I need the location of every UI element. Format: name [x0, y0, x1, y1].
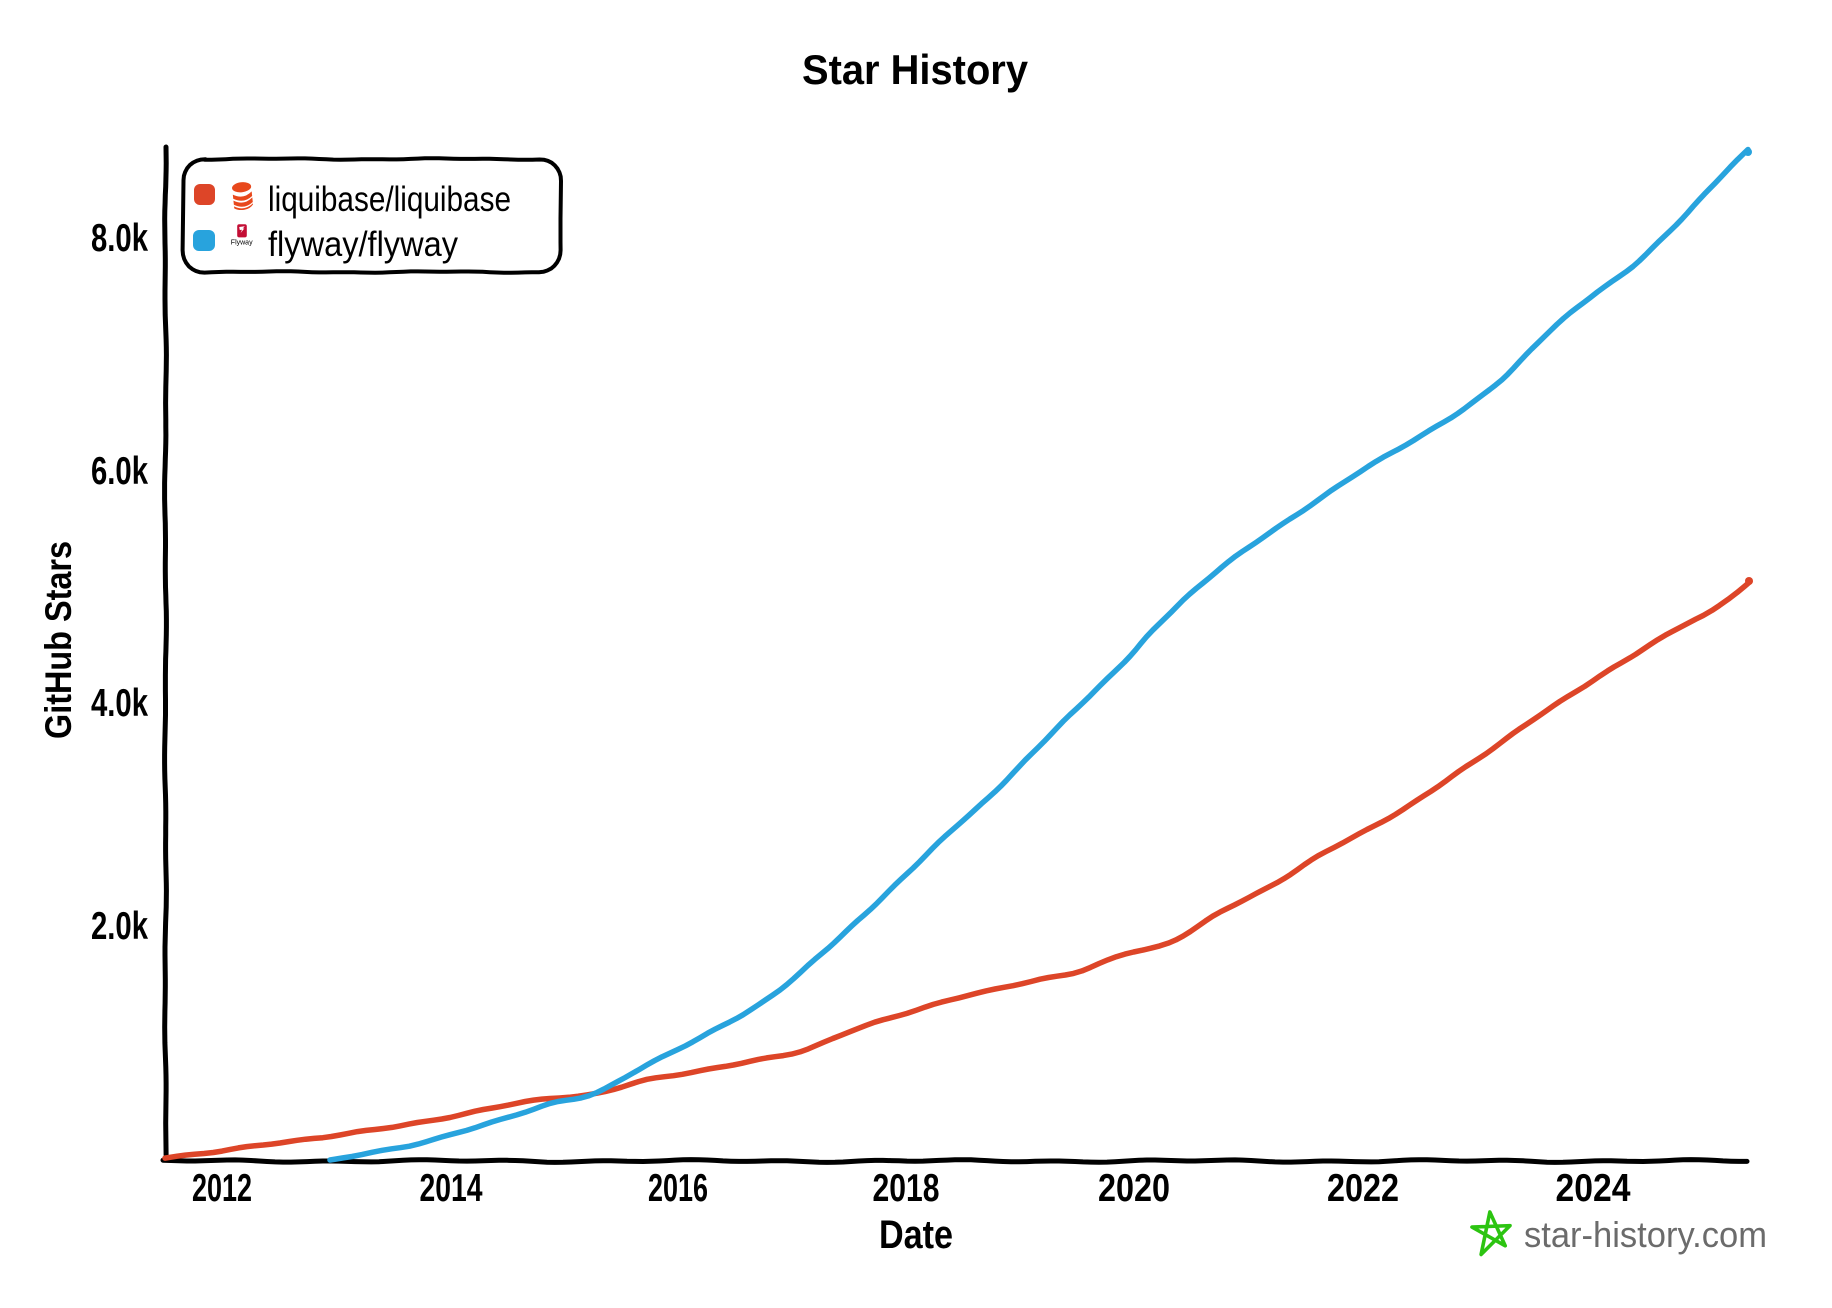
svg-text:star-history.com: star-history.com [1524, 1214, 1767, 1255]
svg-text:8.0k: 8.0k [91, 217, 148, 260]
svg-text:Flyway: Flyway [231, 240, 253, 247]
svg-text:2020: 2020 [1098, 1167, 1170, 1210]
svg-text:Date: Date [879, 1213, 953, 1257]
svg-text:GitHub Stars: GitHub Stars [38, 541, 79, 739]
svg-text:liquibase/liquibase: liquibase/liquibase [268, 180, 511, 219]
svg-text:2022: 2022 [1327, 1167, 1399, 1210]
svg-text:2016: 2016 [648, 1167, 708, 1210]
svg-text:2012: 2012 [192, 1167, 252, 1210]
svg-text:2024: 2024 [1556, 1167, 1631, 1210]
svg-text:Star History: Star History [802, 46, 1029, 93]
svg-text:2018: 2018 [873, 1167, 940, 1210]
svg-text:6.0k: 6.0k [91, 450, 148, 493]
svg-text:2.0k: 2.0k [91, 905, 148, 948]
svg-text:2014: 2014 [420, 1167, 483, 1210]
svg-text:4.0k: 4.0k [91, 682, 148, 725]
svg-text:flyway/flyway: flyway/flyway [268, 225, 458, 264]
